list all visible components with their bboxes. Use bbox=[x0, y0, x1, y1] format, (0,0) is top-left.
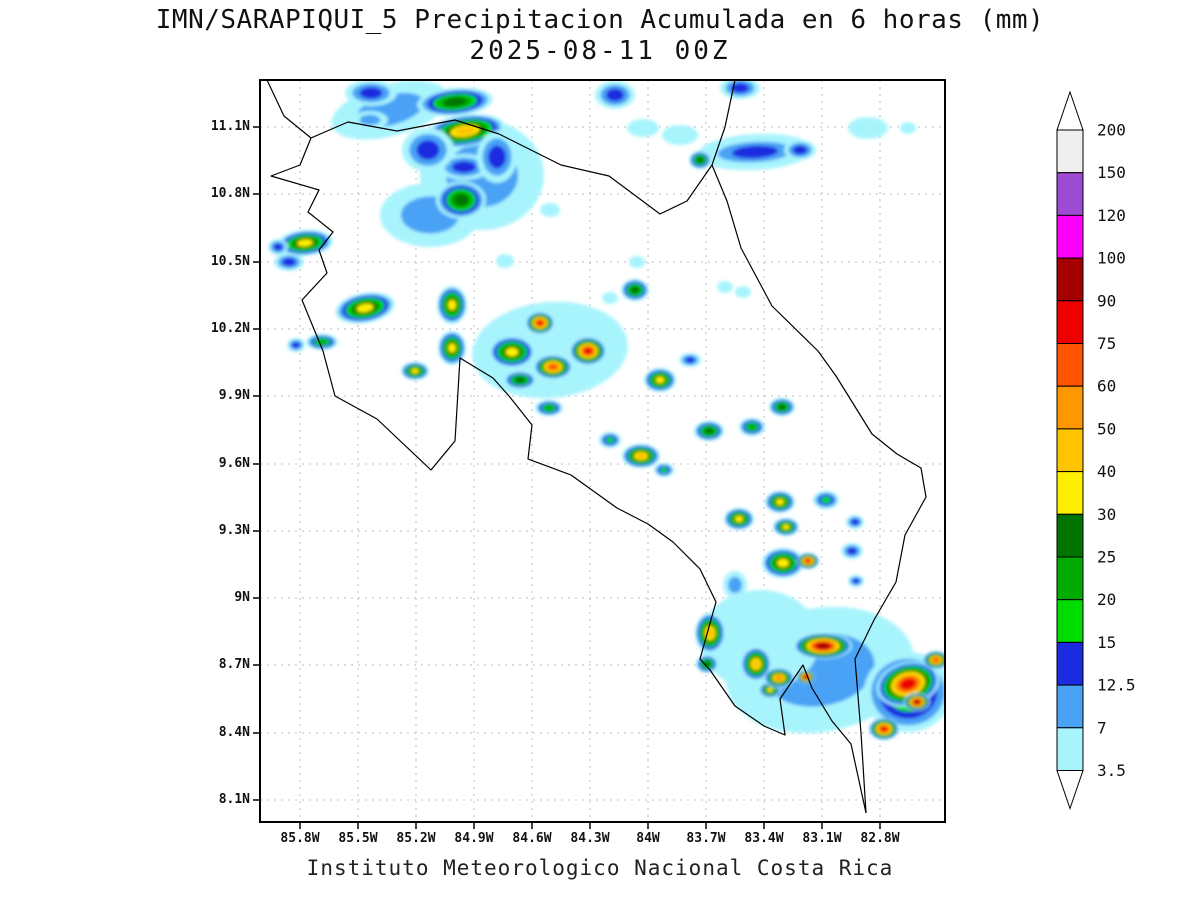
colorbar-tick-label: 20 bbox=[1097, 590, 1116, 609]
footer-caption: Instituto Meteorologico Nacional Costa R… bbox=[306, 856, 894, 880]
lon-tick-label: 84.9W bbox=[454, 831, 494, 846]
colorbar-svg: 200 150 120 100 90 75 60 50 40 30 25 20 15 12.5 7 3.5 bbox=[1056, 90, 1136, 811]
colorbar-cell bbox=[1056, 257, 1084, 302]
colorbar-tick-label: 60 bbox=[1097, 377, 1116, 396]
colorbar-cell bbox=[1056, 129, 1084, 174]
colorbar-tick-label: 30 bbox=[1097, 505, 1116, 524]
colorbar-tick-label: 50 bbox=[1097, 419, 1116, 438]
plot-area bbox=[253, 79, 946, 829]
chart-title: IMN/SARAPIQUI_5 Precipitacion Acumulada … bbox=[155, 5, 1045, 35]
colorbar-cell bbox=[1056, 556, 1084, 601]
lat-tick-label: 9N bbox=[234, 590, 250, 605]
colorbar-cell bbox=[1056, 599, 1084, 643]
lon-tick-label: 83.4W bbox=[744, 831, 784, 846]
colorbar-tick-label: 15 bbox=[1097, 633, 1116, 652]
map-svg bbox=[253, 79, 946, 829]
colorbar-cell bbox=[1056, 343, 1084, 387]
colorbar-cell bbox=[1056, 428, 1084, 473]
colorbar-tick-label: 150 bbox=[1097, 163, 1126, 182]
lat-tick-label: 10.8N bbox=[210, 186, 250, 201]
colorbar-cell bbox=[1056, 727, 1084, 771]
colorbar-tick-label: 25 bbox=[1097, 548, 1116, 567]
lon-tick-label: 83.7W bbox=[686, 831, 726, 846]
lon-tick-label: 84.3W bbox=[570, 831, 610, 846]
lat-tick-label: 8.4N bbox=[218, 725, 250, 740]
lat-tick-label: 9.6N bbox=[218, 456, 250, 471]
lon-tick-label: 85.8W bbox=[280, 831, 320, 846]
colorbar-cell bbox=[1056, 513, 1084, 558]
lat-tick-label: 11.1N bbox=[210, 119, 250, 134]
colorbar-tick-label: 100 bbox=[1097, 249, 1126, 268]
colorbar-tick-label: 3.5 bbox=[1097, 761, 1126, 780]
colorbar-tick-label: 90 bbox=[1097, 291, 1116, 310]
colorbar-tick-label: 120 bbox=[1097, 206, 1126, 225]
lon-tick-label: 82.8W bbox=[860, 831, 900, 846]
lon-tick-label: 85.5W bbox=[338, 831, 378, 846]
colorbar-tick-label: 75 bbox=[1097, 334, 1116, 353]
colorbar-top-arrow bbox=[1056, 90, 1084, 131]
colorbar-tick-label: 12.5 bbox=[1097, 676, 1136, 695]
axis-ticks bbox=[253, 126, 881, 829]
colorbar-cell bbox=[1056, 684, 1084, 729]
colorbar-tick-label: 40 bbox=[1097, 462, 1116, 481]
lon-tick-label: 84W bbox=[636, 831, 660, 846]
colorbar-cell bbox=[1056, 385, 1084, 430]
coastline bbox=[266, 80, 927, 814]
lon-tick-label: 83.1W bbox=[802, 831, 842, 846]
lat-tick-label: 9.3N bbox=[218, 523, 250, 538]
lat-tick-label: 8.1N bbox=[218, 792, 250, 807]
lat-tick-label: 10.5N bbox=[210, 254, 250, 269]
lat-tick-label: 9.9N bbox=[218, 388, 250, 403]
colorbar-cell bbox=[1056, 641, 1084, 686]
lon-tick-label: 84.6W bbox=[512, 831, 552, 846]
lon-tick-label: 85.2W bbox=[396, 831, 436, 846]
colorbar-cell bbox=[1056, 471, 1084, 515]
lat-tick-label: 10.2N bbox=[210, 321, 250, 336]
plot-frame bbox=[259, 79, 946, 823]
lat-tick-label: 8.7N bbox=[218, 657, 250, 672]
chart-subtitle: 2025-08-11 00Z bbox=[469, 36, 731, 66]
precip-cells bbox=[268, 80, 945, 740]
colorbar-cell bbox=[1056, 214, 1084, 259]
colorbar-cell bbox=[1056, 300, 1084, 345]
colorbar: 200 150 120 100 90 75 60 50 40 30 25 20 15 12.5 7 3.5 bbox=[1052, 85, 1192, 830]
colorbar-tick-label: 7 bbox=[1097, 718, 1107, 737]
colorbar-bottom-arrow bbox=[1056, 770, 1084, 811]
colorbar-tick-label: 200 bbox=[1097, 121, 1126, 140]
colorbar-cell bbox=[1056, 172, 1084, 216]
